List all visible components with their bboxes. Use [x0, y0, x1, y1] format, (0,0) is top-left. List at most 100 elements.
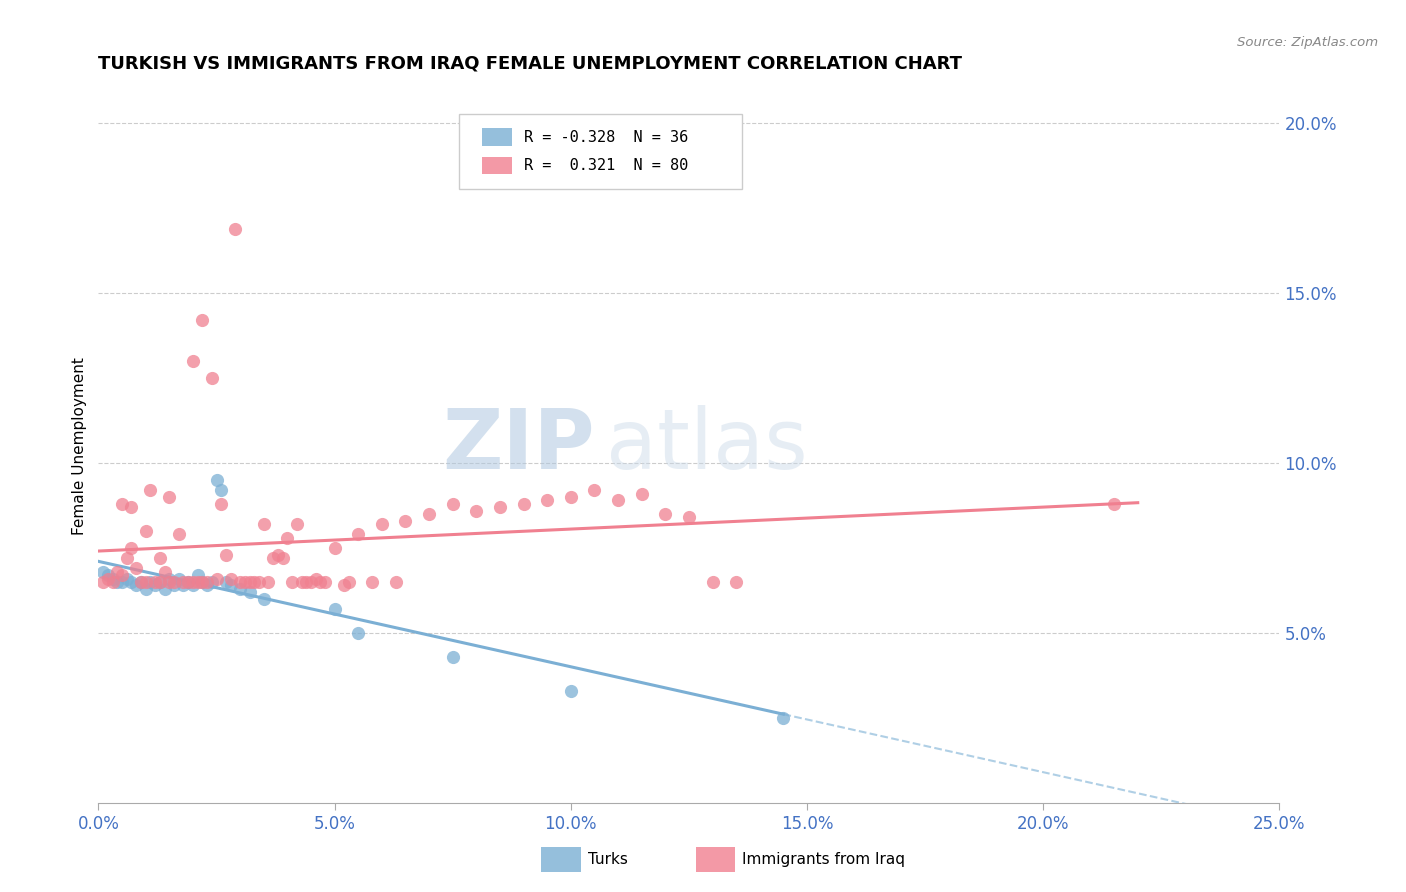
- Point: [111, 497, 134, 511]
- Text: TURKISH VS IMMIGRANTS FROM IRAQ FEMALE UNEMPLOYMENT CORRELATION CHART: TURKISH VS IMMIGRANTS FROM IRAQ FEMALE U…: [98, 54, 963, 72]
- Point: [725, 574, 748, 589]
- Point: [97, 568, 120, 582]
- Point: [560, 683, 582, 698]
- Point: [149, 574, 172, 589]
- Point: [772, 711, 794, 725]
- Point: [195, 574, 218, 589]
- Point: [630, 486, 652, 500]
- Y-axis label: Female Unemployment: Female Unemployment: [72, 357, 87, 535]
- Point: [257, 574, 280, 589]
- Point: [441, 649, 464, 664]
- Point: [153, 582, 176, 596]
- Point: [678, 510, 700, 524]
- Point: [323, 602, 346, 616]
- Point: [271, 551, 294, 566]
- Point: [143, 578, 166, 592]
- Point: [129, 574, 152, 589]
- Point: [243, 574, 266, 589]
- Point: [135, 524, 157, 538]
- Point: [177, 574, 200, 589]
- Point: [361, 574, 384, 589]
- Point: [305, 572, 328, 586]
- Point: [149, 574, 172, 589]
- Point: [97, 572, 120, 586]
- Point: [276, 531, 298, 545]
- Point: [323, 541, 346, 555]
- Point: [262, 551, 284, 566]
- Point: [153, 565, 176, 579]
- Point: [191, 313, 214, 327]
- Point: [229, 574, 252, 589]
- Point: [181, 574, 204, 589]
- Point: [215, 548, 238, 562]
- Point: [172, 578, 194, 592]
- Point: [1102, 497, 1125, 511]
- Point: [187, 568, 209, 582]
- Point: [187, 574, 209, 589]
- Point: [337, 574, 360, 589]
- Point: [229, 582, 252, 596]
- Point: [233, 574, 256, 589]
- Point: [115, 572, 138, 586]
- Point: [111, 574, 134, 589]
- Point: [157, 574, 180, 589]
- Point: [253, 591, 276, 606]
- Point: [115, 551, 138, 566]
- Point: [281, 574, 304, 589]
- Point: [149, 551, 172, 566]
- Point: [105, 574, 128, 589]
- Text: ZIP: ZIP: [441, 406, 595, 486]
- Point: [253, 517, 276, 532]
- Point: [167, 527, 190, 541]
- Point: [201, 574, 224, 589]
- Point: [111, 568, 134, 582]
- Point: [163, 574, 186, 589]
- Point: [512, 497, 534, 511]
- Point: [299, 574, 322, 589]
- Point: [702, 574, 724, 589]
- Point: [172, 574, 194, 589]
- Point: [209, 497, 232, 511]
- Point: [333, 578, 356, 592]
- Point: [139, 483, 162, 498]
- Point: [167, 572, 190, 586]
- Point: [125, 578, 148, 592]
- Point: [121, 500, 143, 515]
- Point: [583, 483, 606, 498]
- Point: [205, 572, 228, 586]
- Point: [314, 574, 336, 589]
- Point: [239, 574, 262, 589]
- Point: [385, 574, 408, 589]
- Point: [105, 565, 128, 579]
- Point: [157, 490, 180, 504]
- Point: [347, 626, 370, 640]
- Point: [536, 493, 558, 508]
- Point: [560, 490, 582, 504]
- Point: [205, 473, 228, 487]
- Point: [309, 574, 332, 589]
- FancyBboxPatch shape: [458, 114, 742, 189]
- Point: [290, 574, 312, 589]
- Point: [143, 574, 166, 589]
- Point: [489, 500, 512, 515]
- FancyBboxPatch shape: [482, 128, 512, 146]
- Point: [121, 541, 143, 555]
- Point: [654, 507, 676, 521]
- Point: [135, 582, 157, 596]
- Point: [121, 574, 143, 589]
- FancyBboxPatch shape: [482, 157, 512, 175]
- Point: [394, 514, 416, 528]
- Point: [177, 574, 200, 589]
- Point: [101, 574, 124, 589]
- Point: [91, 574, 114, 589]
- Point: [347, 527, 370, 541]
- Point: [125, 561, 148, 575]
- Point: [191, 574, 214, 589]
- Point: [215, 574, 238, 589]
- Point: [135, 574, 157, 589]
- Point: [371, 517, 394, 532]
- Point: [219, 572, 242, 586]
- Point: [181, 354, 204, 368]
- Text: Immigrants from Iraq: Immigrants from Iraq: [742, 853, 905, 867]
- Point: [285, 517, 308, 532]
